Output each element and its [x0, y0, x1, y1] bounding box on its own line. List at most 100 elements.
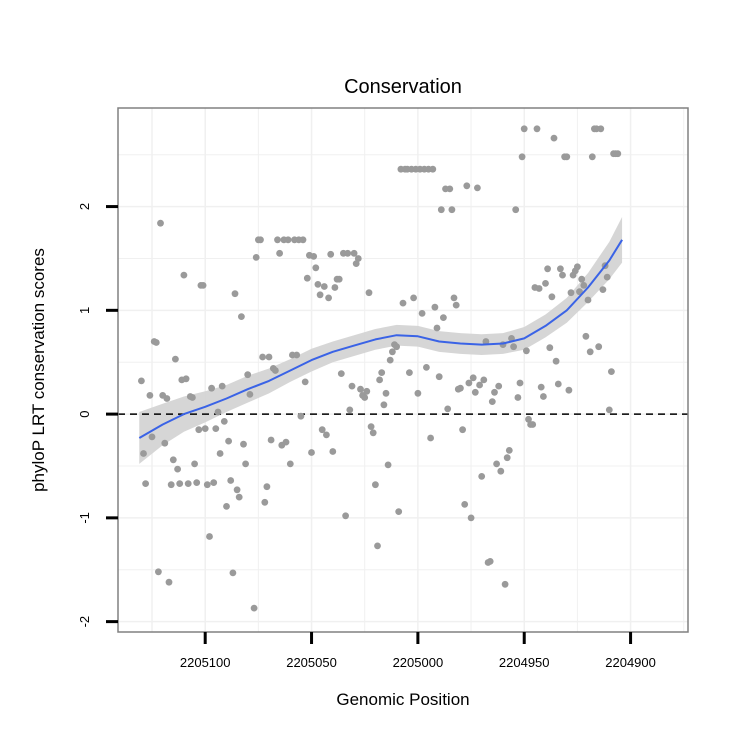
data-point	[263, 483, 271, 491]
data-point	[427, 434, 434, 442]
data-point	[167, 481, 175, 489]
data-point	[476, 381, 483, 389]
data-point	[265, 353, 273, 361]
data-point	[414, 389, 422, 397]
data-point	[574, 263, 581, 271]
data-point	[361, 394, 369, 401]
data-point	[523, 347, 530, 355]
data-point	[463, 182, 471, 190]
data-point	[586, 348, 594, 356]
data-point	[599, 286, 607, 293]
data-point	[588, 153, 596, 161]
data-point	[469, 374, 477, 382]
data-point	[552, 357, 560, 365]
data-point	[550, 134, 558, 142]
data-point	[357, 385, 364, 393]
data-point	[431, 303, 439, 311]
data-point	[386, 356, 394, 364]
data-point	[459, 426, 466, 434]
x-tick-label: 2205000	[393, 655, 444, 670]
data-point	[614, 150, 622, 158]
data-point	[346, 406, 354, 414]
data-point	[378, 369, 386, 376]
data-point	[203, 481, 211, 489]
data-point	[608, 368, 615, 375]
data-point	[348, 382, 356, 390]
data-point	[365, 289, 373, 297]
data-point	[320, 283, 328, 290]
y-tick-label: -1	[77, 512, 92, 524]
data-point	[152, 339, 160, 346]
data-point	[354, 255, 362, 262]
x-tick-label: 2205100	[180, 655, 231, 670]
data-point	[367, 423, 375, 430]
data-point	[578, 275, 586, 283]
data-point	[344, 249, 352, 257]
data-point	[380, 401, 388, 409]
data-point	[244, 371, 252, 379]
data-point	[337, 370, 345, 377]
data-point	[542, 280, 549, 287]
data-point	[227, 477, 235, 484]
data-point	[155, 568, 162, 576]
data-point	[369, 429, 377, 437]
data-point	[246, 391, 254, 398]
data-point	[335, 275, 343, 283]
data-point	[201, 425, 209, 432]
data-point	[493, 460, 500, 468]
y-tick-label: 0	[77, 410, 92, 417]
data-point	[597, 125, 605, 133]
data-point	[418, 310, 426, 317]
data-point	[312, 264, 320, 272]
data-point	[189, 394, 196, 401]
data-point	[363, 387, 371, 395]
data-point	[218, 382, 226, 390]
data-point	[474, 184, 481, 192]
data-point	[314, 281, 322, 288]
data-point	[140, 450, 147, 457]
data-point	[138, 377, 145, 385]
data-point	[520, 125, 528, 133]
smooth-line	[138, 239, 623, 439]
data-point	[433, 324, 441, 332]
data-point	[250, 604, 258, 612]
data-point	[327, 250, 335, 258]
data-point	[448, 206, 456, 214]
data-point	[231, 290, 239, 298]
data-point	[554, 380, 562, 388]
data-point	[480, 376, 488, 384]
data-point	[182, 375, 190, 383]
data-point	[301, 378, 309, 386]
data-point	[565, 386, 573, 394]
data-point	[199, 282, 207, 289]
confidence-ribbon	[139, 216, 623, 464]
data-point	[172, 355, 179, 363]
data-point	[529, 421, 537, 428]
data-point	[384, 461, 392, 469]
data-point	[488, 398, 496, 405]
data-point	[510, 343, 517, 351]
data-point	[238, 313, 245, 320]
data-point	[503, 454, 511, 462]
data-point	[603, 273, 611, 281]
data-point	[225, 437, 233, 445]
data-point	[567, 289, 575, 297]
data-point	[233, 486, 241, 494]
data-point	[284, 236, 292, 244]
data-point	[297, 412, 305, 420]
data-point	[457, 384, 464, 392]
data-point	[267, 436, 275, 444]
data-point	[497, 467, 505, 475]
data-point	[165, 578, 173, 586]
data-point	[235, 493, 243, 501]
data-point	[191, 460, 199, 468]
data-point	[374, 542, 381, 550]
data-point	[582, 332, 590, 340]
data-point	[184, 480, 192, 487]
data-point	[169, 456, 177, 464]
data-point	[435, 373, 443, 381]
data-point	[157, 219, 164, 227]
data-point	[389, 348, 396, 356]
data-point	[180, 271, 188, 279]
